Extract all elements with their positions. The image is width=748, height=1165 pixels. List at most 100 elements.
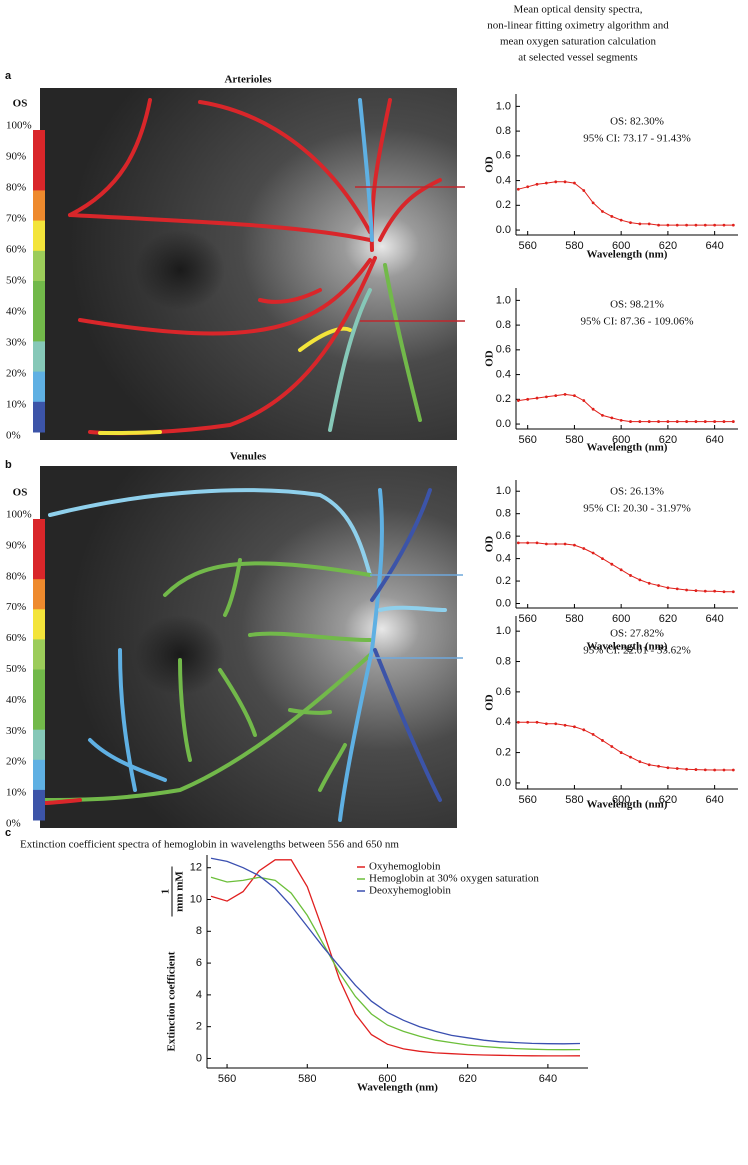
data-point [666, 766, 670, 770]
y-unit-denominator: mm mM [174, 871, 186, 912]
data-point [535, 182, 539, 186]
x-axis-label: Wavelength (nm) [587, 799, 668, 811]
y-tick-label: 0 [196, 1052, 202, 1064]
data-point [694, 589, 698, 592]
data-point [601, 557, 604, 560]
x-tick-label: 600 [612, 434, 630, 446]
data-point [703, 589, 707, 593]
data-point [638, 420, 642, 423]
data-point [722, 590, 726, 594]
x-tick-label: 640 [705, 794, 723, 806]
scale-segment [33, 549, 45, 580]
y-axis-label: OD [484, 350, 496, 367]
data-point [516, 399, 520, 402]
x-tick-label: 600 [612, 794, 630, 806]
y-tick-label: 0.8 [496, 125, 511, 137]
scale-segment [33, 220, 45, 252]
scale-segment [33, 281, 45, 312]
scale-segment [33, 729, 45, 761]
panel-label: b [5, 459, 12, 471]
heading-line: mean oxygen saturation calculation [500, 36, 657, 48]
data-point [573, 181, 576, 185]
data-point [516, 541, 520, 545]
scale-segment [33, 250, 45, 282]
scale-title: OS [13, 487, 28, 499]
scale-label: 0% [6, 430, 21, 442]
data-point [647, 420, 651, 423]
y-tick-label: 8 [196, 925, 202, 937]
y-tick-label: 12 [190, 862, 202, 874]
data-point [535, 720, 539, 724]
data-point [713, 589, 717, 593]
y-tick-label: 0.6 [496, 530, 511, 542]
heading-line: at selected vessel segments [518, 52, 637, 64]
y-tick-label: 4 [196, 989, 202, 1001]
annotation: OS: 82.30% [610, 116, 664, 128]
data-point [675, 223, 679, 227]
data-point [591, 551, 595, 555]
data-point [610, 416, 614, 420]
data-point [619, 218, 623, 222]
y-tick-label: 0.4 [496, 716, 511, 728]
data-point [526, 541, 530, 545]
data-point [629, 221, 632, 225]
data-point [591, 201, 595, 205]
legend-label: Deoxyhemoglobin [369, 885, 451, 897]
data-point [731, 768, 735, 772]
data-point [526, 720, 530, 724]
scale-label: 70% [6, 601, 26, 613]
data-point [516, 720, 520, 724]
x-axis-label: Wavelength (nm) [357, 1082, 438, 1094]
scale-segment [33, 639, 45, 670]
y-tick-label: 0.8 [496, 508, 511, 520]
scale-segment [33, 190, 45, 222]
data-point [731, 420, 735, 423]
data-point [544, 542, 548, 546]
scale-segment [33, 519, 45, 550]
data-point [629, 574, 632, 577]
scale-label: 70% [6, 213, 26, 225]
x-tick-label: 640 [705, 434, 723, 446]
y-axis-label: OD [484, 156, 496, 173]
scale-label: 20% [6, 368, 26, 380]
scale-title: OS [13, 98, 28, 110]
data-point [544, 722, 548, 726]
data-point [619, 751, 623, 754]
data-point [638, 578, 642, 582]
scale-label: 40% [6, 694, 26, 706]
annotation: 95% CI: 73.17 - 91.43% [583, 133, 691, 145]
scale-segment [33, 311, 45, 342]
x-tick-label: 560 [519, 794, 537, 806]
data-point [554, 394, 558, 398]
y-tick-label: 0.4 [496, 174, 511, 186]
y-unit-numerator: 1 [160, 889, 172, 895]
data-point [731, 223, 735, 227]
y-tick-label: 0.4 [496, 553, 511, 565]
y-tick-label: 1.0 [496, 294, 511, 306]
chart-title: Extinction coefficient spectra of hemogl… [20, 839, 399, 851]
series-line [518, 181, 734, 226]
data-point [582, 547, 586, 550]
data-point [535, 541, 539, 545]
data-point [722, 223, 726, 227]
scale-segment [33, 371, 45, 403]
panel-label: c [5, 827, 11, 839]
scale-label: 10% [6, 399, 26, 411]
y-tick-label: 0.6 [496, 150, 511, 162]
legend-label: Hemoglobin at 30% oxygen saturation [369, 873, 539, 885]
scale-segment [33, 759, 45, 791]
data-point [573, 725, 576, 729]
scale-label: 80% [6, 570, 26, 582]
x-axis-label: Wavelength (nm) [587, 641, 668, 653]
data-point [591, 732, 595, 736]
y-tick-label: 0.2 [496, 746, 511, 758]
y-tick-label: 0.6 [496, 344, 511, 356]
data-point [563, 392, 567, 396]
data-point [601, 413, 604, 417]
data-point [582, 189, 586, 192]
data-point [675, 587, 679, 591]
data-point [582, 399, 586, 402]
x-tick-label: 560 [519, 434, 537, 446]
annotation: 95% CI: 22.01 - 33.62% [583, 645, 691, 657]
